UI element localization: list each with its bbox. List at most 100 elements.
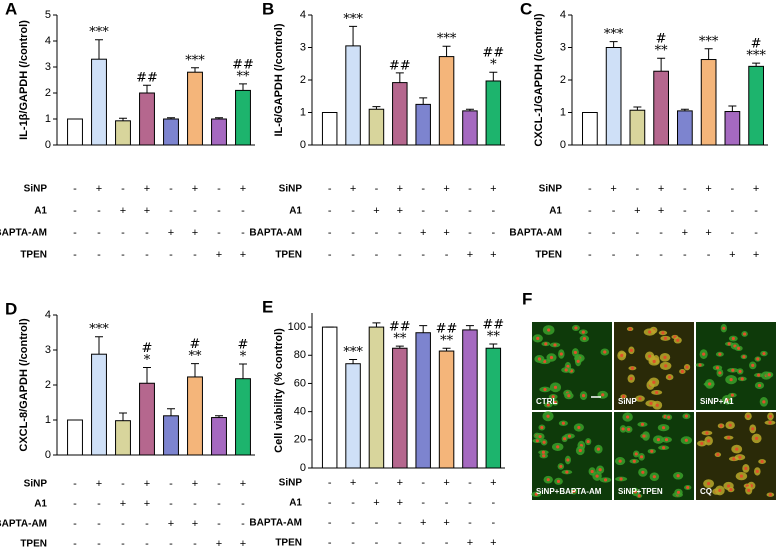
treatment-sign: -	[73, 227, 77, 239]
nucleus	[755, 469, 759, 473]
treatment-sign: +	[397, 497, 403, 509]
treatment-sign: -	[193, 538, 197, 548]
treatment-name: BAPTA-AM	[509, 228, 562, 239]
treatment-sign: -	[636, 249, 640, 261]
bar	[235, 89, 251, 146]
bar	[139, 92, 155, 146]
treatment-sign: -	[612, 227, 616, 239]
nucleus	[718, 371, 722, 375]
error-bar	[143, 367, 151, 384]
nucleus	[642, 434, 646, 438]
nucleus	[719, 424, 723, 428]
significance-label: ##	[482, 318, 504, 333]
error-bar	[395, 72, 404, 83]
nucleus	[535, 439, 539, 443]
bar	[392, 82, 408, 146]
treatment-sign: +	[240, 183, 246, 195]
treatment-sign: -	[97, 498, 101, 510]
nucleus	[726, 484, 731, 488]
nucleus	[652, 380, 656, 384]
nucleus	[598, 468, 602, 472]
nucleus	[637, 494, 641, 498]
significance-label: ***	[437, 32, 457, 47]
treatment-sign: -	[683, 205, 687, 217]
treatment-sign: -	[707, 205, 711, 217]
treatment-sign: +	[350, 183, 356, 195]
y-tick-label: 3	[560, 41, 566, 53]
treatment-sign: -	[241, 518, 245, 530]
y-tick-label: 1	[300, 106, 306, 118]
treatment-sign: -	[97, 249, 101, 261]
nucleus	[586, 439, 590, 444]
bar	[321, 326, 338, 469]
treatment-sign: -	[351, 249, 355, 261]
nucleus	[551, 395, 555, 399]
treatment-sign: -	[421, 205, 425, 217]
nucleus	[572, 489, 576, 494]
significance-label: **	[440, 334, 454, 349]
nucleus	[742, 355, 746, 359]
y-axis-label: CXCL-8/GAPDH (/control)	[18, 318, 30, 452]
nucleus	[578, 448, 582, 453]
significance-label: #	[656, 32, 667, 47]
y-tick-label: 20	[294, 434, 306, 446]
treatment-sign: +	[240, 538, 246, 548]
nucleus	[702, 352, 706, 356]
treatment-sign: +	[420, 517, 426, 529]
y-tick-label: 1	[45, 414, 51, 426]
error-bar	[489, 71, 498, 81]
treatment-sign: -	[169, 205, 173, 217]
nucleus	[751, 427, 755, 431]
error-bar	[465, 108, 474, 111]
nucleus	[722, 326, 726, 330]
treatment-sign: -	[421, 249, 425, 261]
panel-label: D	[5, 299, 17, 318]
significance-label: *	[144, 353, 151, 368]
nucleus	[567, 434, 572, 438]
treatment-sign: -	[398, 517, 402, 529]
treatment-sign: -	[241, 205, 245, 217]
error-bar	[191, 363, 199, 377]
nucleus	[632, 459, 636, 463]
treatment-sign: -	[612, 205, 616, 217]
treatment-sign: -	[398, 249, 402, 261]
treatment-sign: -	[468, 477, 472, 489]
nucleus	[729, 488, 733, 492]
nucleus	[731, 336, 735, 341]
bar	[187, 376, 203, 456]
significance-label: ***	[746, 49, 766, 64]
error-bar	[215, 117, 223, 119]
nucleus	[762, 351, 766, 356]
nucleus	[686, 485, 690, 490]
nucleus	[603, 350, 607, 354]
error-bar	[680, 108, 689, 111]
nucleus	[638, 397, 642, 401]
nucleus	[603, 478, 608, 482]
treatment-sign: +	[397, 205, 403, 217]
nucleus	[757, 383, 762, 388]
treatment-sign: -	[121, 538, 125, 548]
treatment-sign: -	[169, 498, 173, 510]
bar	[677, 110, 693, 146]
nucleus	[546, 414, 550, 418]
nucleus	[634, 452, 638, 456]
nucleus	[744, 466, 748, 470]
treatment-sign: -	[328, 517, 332, 529]
nucleus	[542, 440, 546, 444]
error-bar	[633, 106, 642, 111]
treatment-sign: -	[588, 249, 592, 261]
treatment-name: TPEN	[20, 250, 47, 261]
nucleus	[573, 350, 577, 355]
treatment-sign: -	[398, 227, 402, 239]
nucleus	[576, 359, 580, 363]
treatment-name: SiNP	[24, 184, 48, 195]
bar	[163, 118, 179, 146]
treatment-sign: -	[121, 183, 125, 195]
nucleus	[553, 343, 557, 347]
nucleus	[751, 363, 755, 367]
treatment-sign: +	[350, 477, 356, 489]
nucleus	[534, 492, 538, 496]
nucleus	[633, 490, 637, 494]
treatment-sign: +	[120, 498, 126, 510]
